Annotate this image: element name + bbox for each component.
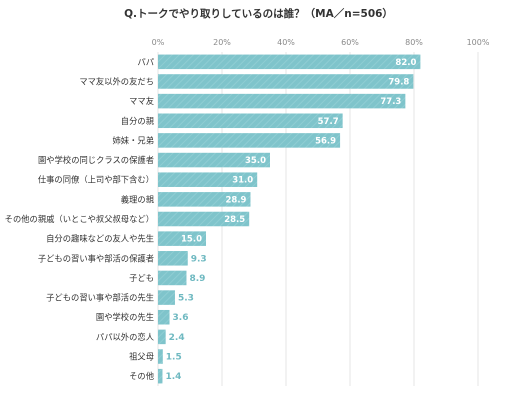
- category-label: 子ども: [129, 273, 154, 283]
- x-tick-label: 40%: [277, 38, 295, 47]
- data-label: 5.3: [178, 294, 194, 304]
- data-label: 15.0: [181, 235, 202, 245]
- x-tick-label: 20%: [213, 38, 231, 47]
- data-label: 8.9: [189, 274, 205, 284]
- data-label: 28.9: [225, 195, 246, 205]
- category-label: パパ: [137, 57, 154, 67]
- x-tick-label: 0%: [152, 38, 165, 47]
- value-labels: 82.0 79.8 77.3 57.7 56.9 35.0 31.0 28.9 28.5 15.0…: [165, 58, 416, 382]
- bar: [158, 74, 414, 89]
- bar: [158, 349, 163, 364]
- data-label: 28.5: [224, 215, 245, 225]
- data-label: 82.0: [395, 58, 416, 68]
- bar: [158, 54, 421, 70]
- category-label: ママ友以外の友だち: [79, 76, 154, 86]
- x-axis-ticks: 0% 20% 40% 60% 80% 100%: [152, 38, 490, 47]
- category-label: 姉妹・兄弟: [113, 135, 155, 145]
- data-label: 2.4: [169, 333, 185, 343]
- data-label: 35.0: [245, 156, 266, 166]
- x-tick-label: 100%: [467, 38, 490, 47]
- category-label: 子どもの習い事や部活の先生: [46, 293, 154, 303]
- category-label: ママ友: [129, 96, 154, 106]
- data-label: 56.9: [315, 136, 336, 146]
- bar: [158, 251, 188, 266]
- category-label: 義理の親: [121, 194, 155, 204]
- bar: [158, 211, 250, 227]
- category-label: パパ以外の恋人: [96, 332, 154, 342]
- data-label: 1.5: [166, 353, 182, 363]
- data-label: 79.8: [388, 77, 409, 87]
- category-label: 祖父母: [129, 352, 154, 362]
- category-label: 子どもの習い事や部活の保護者: [38, 253, 154, 263]
- x-tick-label: 80%: [405, 38, 423, 47]
- bar: [158, 329, 166, 345]
- category-label: その他の親戚（いとこや叔父叔母など）: [5, 214, 154, 224]
- category-labels: パパママ友以外の友だちママ友自分の親姉妹・兄弟園や学校の同じクラスの保護者仕事の…: [5, 57, 155, 381]
- data-label: 31.0: [232, 176, 253, 186]
- bar: [158, 152, 270, 168]
- bar: [158, 133, 341, 148]
- category-label: 園や学校の先生: [96, 312, 154, 322]
- bar: [158, 93, 406, 109]
- bar: [158, 270, 187, 286]
- data-label: 9.3: [191, 254, 207, 264]
- bar: [158, 192, 251, 207]
- category-label: 園や学校の同じクラスの保護者: [38, 155, 154, 165]
- bar: [158, 290, 175, 305]
- data-label: 77.3: [380, 97, 401, 107]
- bars: [158, 54, 421, 384]
- chart-title: Q.トークでやり取りしているのは誰？（MA／n=506）: [124, 8, 393, 20]
- bar: [158, 368, 163, 384]
- data-label: 1.4: [165, 372, 181, 382]
- category-label: 自分の親: [121, 116, 155, 126]
- bar: [158, 231, 206, 246]
- category-label: その他: [129, 371, 154, 381]
- bar: [158, 309, 170, 325]
- data-label: 3.6: [173, 313, 189, 323]
- bar: [158, 172, 258, 187]
- data-label: 57.7: [318, 117, 339, 127]
- category-label: 自分の趣味などの友人や先生: [46, 234, 154, 244]
- bar: [158, 113, 343, 129]
- category-label: 仕事の同僚（上司や部下含む）: [38, 175, 154, 185]
- x-tick-label: 60%: [341, 38, 359, 47]
